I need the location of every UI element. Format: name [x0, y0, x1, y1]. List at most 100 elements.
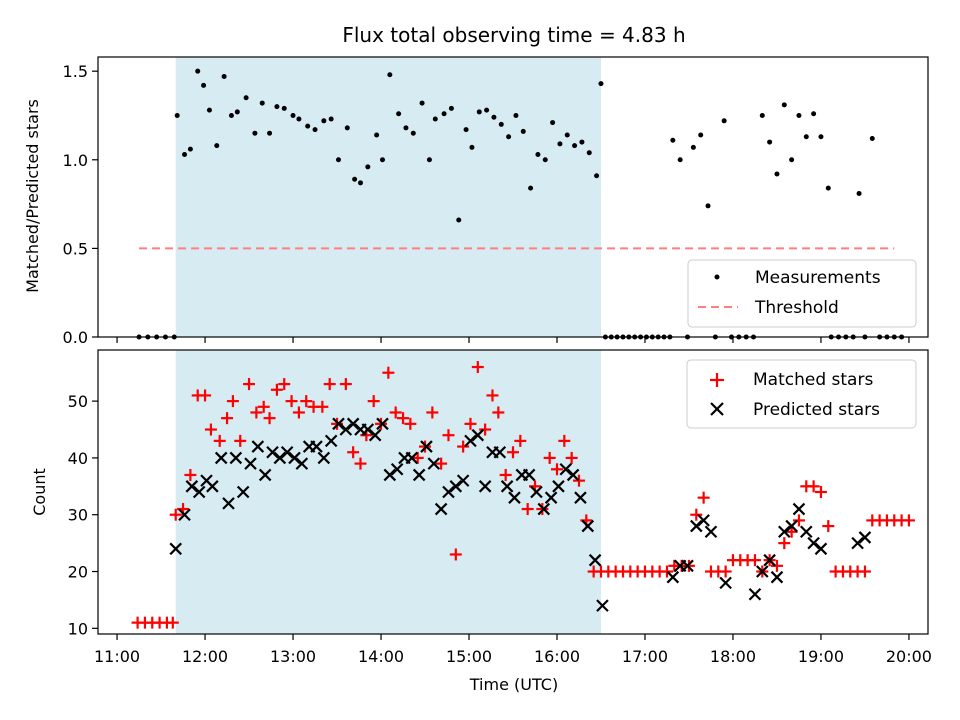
- predicted-stars-series: [169, 417, 872, 612]
- measurement-point: [174, 112, 180, 118]
- predicted-point: [596, 599, 609, 612]
- matched-point: [404, 417, 417, 430]
- predicted-point: [310, 440, 323, 453]
- predicted-point: [522, 468, 536, 482]
- x-tick-label: 20:00: [886, 647, 932, 666]
- measurement-point: [825, 185, 831, 191]
- matched-point: [339, 378, 352, 391]
- matched-point: [814, 486, 827, 498]
- matched-point: [558, 434, 571, 447]
- measurement-point: [498, 121, 504, 127]
- measurement-point: [328, 116, 334, 122]
- matched-point: [257, 400, 270, 413]
- measurement-point: [670, 137, 676, 143]
- predicted-point: [478, 480, 492, 493]
- measurement-point: [321, 118, 327, 124]
- predicted-point: [493, 445, 507, 459]
- predicted-point: [719, 576, 732, 590]
- matched-point: [550, 463, 563, 476]
- matched-point: [316, 400, 329, 413]
- matched-point: [902, 514, 915, 527]
- top-panel: 0.0 0.5 1.0 1.5 Matched/Predicted stars Mea…: [23, 56, 929, 347]
- measurement-point: [410, 130, 416, 136]
- measurement-point: [557, 141, 563, 147]
- matched-point: [270, 383, 283, 396]
- measurement-point: [432, 116, 438, 122]
- predicted-point: [566, 468, 580, 482]
- predicted-point: [405, 451, 419, 465]
- matched-point: [521, 503, 534, 516]
- y-tick-label: 1.5: [63, 62, 88, 81]
- measurement-point: [781, 102, 787, 108]
- measurement-point: [448, 105, 454, 111]
- matched-point: [486, 389, 499, 402]
- measurement-point: [550, 120, 556, 126]
- predicted-point: [368, 428, 382, 442]
- predicted-point: [266, 445, 279, 459]
- measurement-point: [528, 185, 534, 191]
- matched-point: [770, 559, 783, 572]
- measurement-point: [374, 132, 380, 138]
- predicted-point: [588, 553, 602, 567]
- measurement-point: [426, 157, 432, 163]
- predicted-point: [748, 587, 762, 601]
- legend-predicted-marker: [710, 402, 724, 416]
- predicted-point: [500, 480, 514, 493]
- matched-point: [449, 548, 462, 561]
- y-tick-label: 30: [68, 506, 88, 525]
- predicted-point: [471, 428, 485, 442]
- predicted-point: [552, 480, 565, 493]
- matched-point: [199, 389, 212, 402]
- predicted-point: [508, 491, 521, 504]
- matched-point: [213, 434, 226, 447]
- y-tick-label: 0.0: [63, 328, 88, 347]
- predicted-point: [763, 553, 776, 567]
- predicted-point: [434, 502, 448, 516]
- measurement-point: [705, 203, 711, 209]
- predicted-point: [464, 434, 477, 448]
- matched-point: [204, 423, 217, 436]
- predicted-point: [244, 457, 257, 470]
- measurement-point: [182, 151, 188, 157]
- predicted-point: [574, 491, 587, 504]
- measurement-point: [774, 171, 780, 177]
- matched-point: [169, 508, 182, 521]
- measurement-point: [594, 173, 600, 179]
- measurement-point: [759, 112, 765, 118]
- predicted-point: [229, 451, 243, 465]
- matched-point: [660, 565, 673, 578]
- measurement-point: [252, 130, 258, 136]
- bottom-legend: Matched stars Predicted stars: [686, 359, 917, 429]
- x-tick-label: 13:00: [270, 647, 316, 666]
- matched-point: [300, 395, 313, 408]
- matched-point: [492, 406, 505, 419]
- predicted-point: [581, 519, 595, 533]
- measurement-point: [818, 134, 824, 140]
- predicted-point: [807, 536, 820, 550]
- measurement-point: [690, 144, 696, 150]
- predicted-point: [295, 457, 309, 470]
- predicted-point: [390, 463, 404, 476]
- measurement-point: [259, 100, 265, 106]
- measurement-point: [419, 100, 425, 106]
- top-y-label: Matched/Predicted stars: [23, 99, 42, 293]
- matched-point: [234, 434, 247, 447]
- measurement-point: [513, 112, 519, 118]
- predicted-point: [559, 463, 573, 476]
- measurement-point: [387, 72, 393, 78]
- measurement-point: [274, 104, 280, 110]
- matched-point: [226, 395, 239, 408]
- bottom-plot-frame: [97, 349, 929, 635]
- matched-point: [166, 616, 179, 629]
- matched-point: [572, 474, 585, 487]
- measurement-point: [335, 157, 341, 163]
- matched-point: [543, 451, 556, 464]
- measurement-point: [403, 125, 409, 131]
- measurement-point: [856, 190, 862, 196]
- measurement-point: [721, 118, 727, 124]
- predicted-point: [530, 485, 543, 499]
- x-tick-label: 14:00: [358, 647, 404, 666]
- top-y-axis: 0.0 0.5 1.0 1.5: [63, 62, 98, 347]
- measurement-point: [243, 95, 249, 101]
